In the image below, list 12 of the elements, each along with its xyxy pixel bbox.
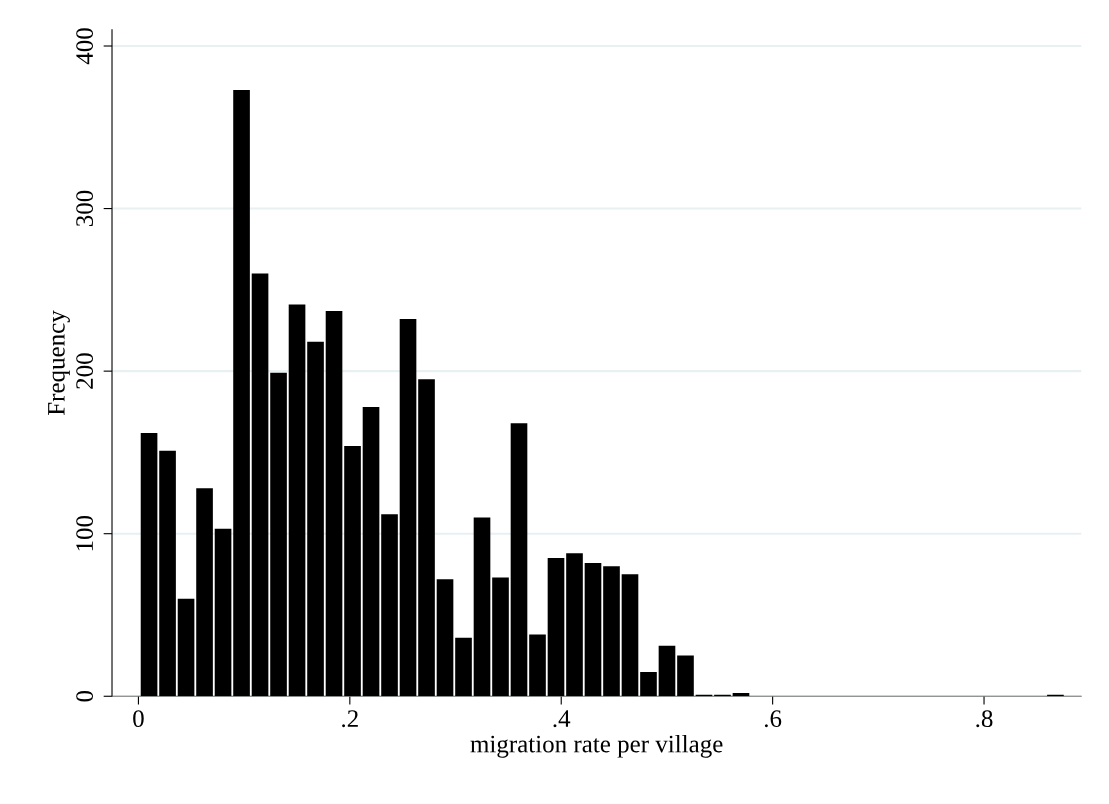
y-axis-title: Frequency [48, 310, 70, 416]
y-tick-label: 200 [76, 353, 94, 389]
x-tick-label: .2 [342, 710, 358, 728]
x-axis-title: migration rate per village [470, 734, 723, 758]
x-tick-label: .6 [764, 710, 782, 728]
y-tick-label: 400 [76, 28, 94, 65]
x-tick-label: 0 [133, 710, 144, 728]
y-tick-label: 100 [76, 515, 94, 551]
x-tick-label: .8 [976, 710, 993, 728]
x-tick-label: .4 [553, 710, 571, 728]
y-tick-label: 300 [76, 190, 94, 227]
y-tick-label: 0 [76, 690, 94, 702]
